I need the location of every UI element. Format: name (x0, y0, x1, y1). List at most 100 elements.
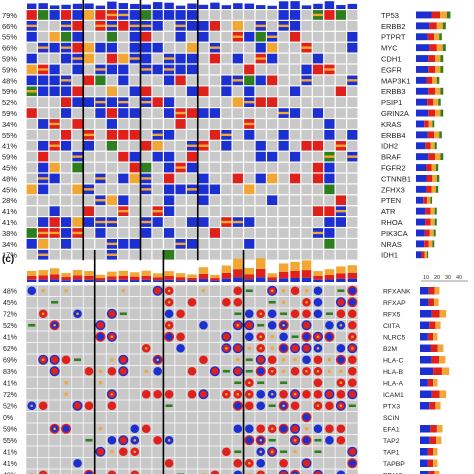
mutation-cell (278, 173, 289, 184)
mutation-cell (175, 206, 186, 216)
mutation-cell (175, 184, 186, 195)
header-bar-segment (141, 275, 151, 280)
mutation-dot-core (282, 404, 285, 408)
mutation-cell (335, 21, 346, 31)
mutation-mark (60, 24, 72, 28)
mutation-cell (289, 130, 301, 140)
mutation-square (98, 369, 103, 373)
mutation-dot (118, 354, 129, 365)
mutation-cell (175, 228, 186, 238)
mutation-dot (278, 343, 289, 354)
header-bar-segment (290, 270, 300, 278)
summary-bar-segment (435, 109, 441, 117)
mutation-mark (301, 79, 312, 82)
header-bar-segment (256, 277, 266, 282)
top-bar (347, 3, 358, 9)
mutation-cell (49, 97, 60, 107)
mutation-cell (244, 42, 255, 53)
mutation-cell (289, 239, 301, 249)
header-bar-segment (95, 274, 106, 279)
summary-bar-segment (416, 218, 426, 226)
mutation-cell (244, 130, 255, 140)
header-bar-segment (152, 277, 163, 281)
mutation-cell (26, 130, 37, 140)
header-bar-segment (336, 278, 346, 282)
mutation-dash (85, 438, 93, 442)
summary-bar-segment (433, 459, 438, 467)
header-bar-segment (221, 265, 232, 273)
mutation-cell (83, 173, 95, 184)
mutation-dot (61, 355, 71, 365)
mutation-cell (175, 75, 186, 86)
mutation-cell (301, 195, 312, 206)
summary-bar-segment (431, 185, 436, 193)
mutation-cell (335, 162, 346, 173)
mutation-cell (209, 108, 221, 118)
mutation-dot (130, 470, 140, 474)
mutation-mark (335, 144, 346, 147)
header-bar-segment (267, 273, 277, 278)
summary-bar-segment (429, 229, 434, 237)
mutation-cell (267, 86, 278, 97)
mutation-cell (141, 195, 152, 206)
mutation-dot (187, 389, 197, 399)
mutation-cell (198, 239, 209, 249)
mutation-dot (313, 378, 323, 388)
mutation-cell (255, 249, 266, 260)
mutation-cell (289, 217, 301, 227)
mutation-cell (83, 249, 95, 260)
header-bar-segment (49, 268, 60, 275)
mutation-cell (38, 217, 49, 227)
summary-bar-segment (435, 87, 441, 95)
mutation-dot (164, 309, 174, 319)
row-frequency-label: 48% (2, 76, 17, 85)
mutation-dash (234, 381, 242, 385)
header-bar-segment (324, 279, 335, 282)
mutation-mark (95, 177, 106, 180)
summary-bar-segment (416, 240, 425, 248)
mutation-cell (26, 42, 37, 53)
gene-label: RFXANK (383, 289, 411, 296)
mutation-cell (164, 249, 175, 260)
mutation-cell (312, 21, 324, 31)
mutation-cell (209, 206, 221, 216)
mutation-dot (187, 366, 197, 376)
summary-bar-segment (416, 44, 430, 52)
header-bar-segment (118, 275, 129, 280)
mutation-cell (186, 53, 198, 64)
mutation-cell (255, 119, 266, 129)
header-bar-segment (347, 265, 358, 273)
mutation-cell (221, 119, 232, 129)
mutation-cell (60, 239, 72, 249)
mutation-cell (152, 151, 163, 162)
mutation-cell (141, 162, 152, 173)
mutation-cell (106, 206, 117, 216)
header-bar-segment (313, 275, 323, 280)
mutation-cell (164, 75, 175, 86)
mutation-cell (129, 228, 140, 238)
mutation-cell (278, 75, 289, 86)
mutation-cell (209, 195, 221, 206)
summary-bar-segment (440, 87, 444, 95)
mutation-cell (152, 217, 163, 227)
mutation-cell (267, 64, 278, 75)
mutation-cell (267, 42, 278, 53)
mutation-cell (244, 151, 255, 162)
row-frequency-label: 41% (3, 381, 17, 388)
mutation-cell (289, 184, 301, 195)
row-frequency-label: 52% (3, 404, 17, 411)
mutation-dot-core (167, 438, 171, 442)
mutation-cell (209, 162, 221, 173)
mutation-cell (129, 249, 140, 260)
mutation-cell (312, 108, 324, 118)
mutation-dash (348, 404, 356, 408)
mutation-mark (106, 24, 117, 28)
mutation-cell (118, 228, 129, 238)
mutation-cell (335, 31, 346, 42)
mutation-cell (347, 42, 358, 53)
mutation-mark (267, 35, 278, 38)
mutation-cell (83, 86, 95, 97)
mutation-mark (232, 79, 243, 82)
mutation-dot-core (259, 346, 263, 350)
